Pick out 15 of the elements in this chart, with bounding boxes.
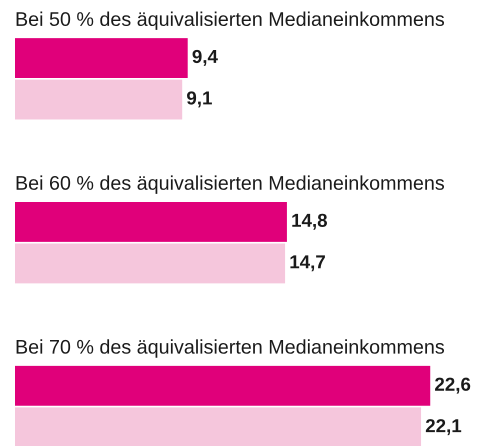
y-tick-label: Bei 70 % des äquivalisierten Medianeinkommens: [16, 339, 444, 358]
data-label: 14,7: [290, 255, 325, 272]
bar: [15, 38, 188, 78]
y-tick-label: Bei 60 % des äquivalisierten Medianeinkommens: [16, 175, 444, 194]
bar: [15, 80, 182, 120]
data-label: 22,1: [426, 419, 462, 436]
bar: [15, 202, 287, 242]
data-label: 9,1: [187, 91, 212, 108]
y-tick-label: Bei 50 % des äquivalisierten Medianeinkommens: [16, 12, 444, 30]
data-label: 9,4: [192, 50, 218, 66]
data-label: 22,6: [435, 378, 470, 394]
bar: [15, 407, 422, 446]
bar: [15, 366, 430, 406]
data-label: 14,8: [292, 214, 328, 230]
bar: [15, 244, 286, 284]
